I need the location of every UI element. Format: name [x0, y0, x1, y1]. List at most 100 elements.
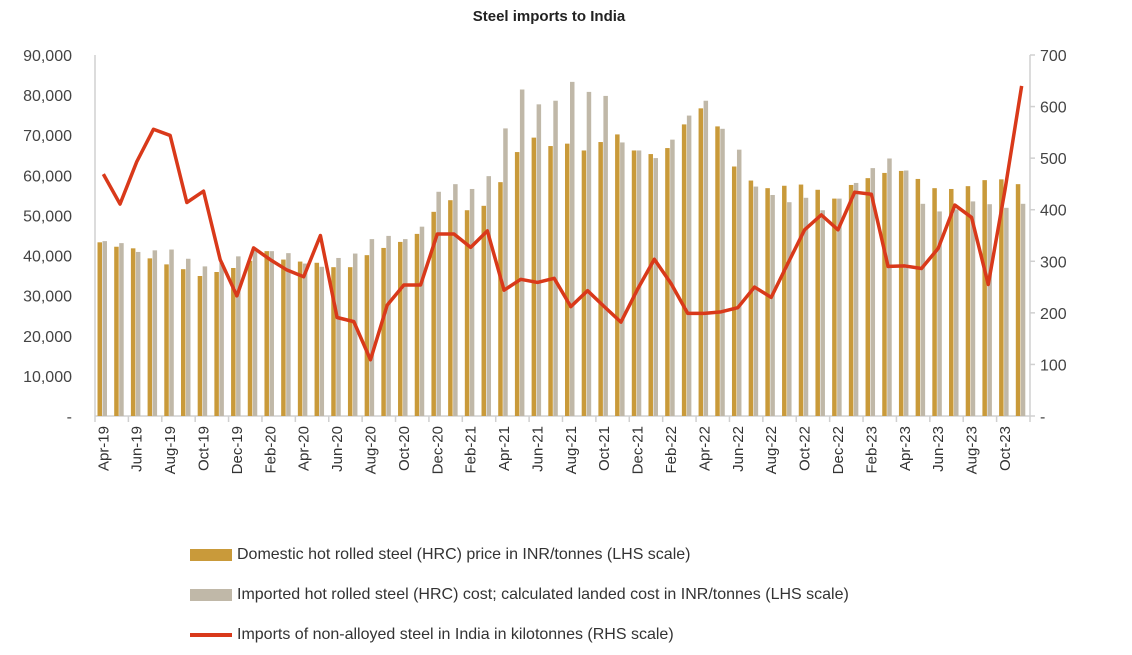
bar-domestic	[365, 255, 370, 416]
bar-domestic	[899, 171, 904, 416]
bar-domestic	[148, 258, 153, 416]
x-tick-label: Aug-21	[563, 426, 580, 474]
bar-imported	[854, 183, 859, 416]
legend-item-imports-line: Imports of non-alloyed steel in India in…	[190, 615, 849, 655]
bar-domestic	[315, 263, 320, 416]
bar-imported	[520, 89, 525, 416]
right-tick-label: 300	[1040, 254, 1067, 271]
bar-imported	[436, 192, 441, 416]
x-tick-label: Feb-22	[663, 426, 680, 474]
bar-domestic	[715, 126, 720, 416]
bar-domestic	[164, 264, 169, 416]
bar-domestic	[214, 272, 219, 416]
bar-imported	[787, 202, 792, 416]
bar-imported	[336, 258, 341, 416]
x-tick-label: Jun-23	[930, 426, 947, 472]
bar-imported	[236, 256, 241, 416]
bar-domestic	[131, 248, 136, 416]
x-tick-label: Jun-20	[329, 426, 346, 472]
bar-domestic	[866, 178, 871, 416]
x-tick-label: Oct-23	[997, 426, 1014, 471]
legend-label-imports-line: Imports of non-alloyed steel in India in…	[237, 626, 674, 644]
bar-imported	[1004, 208, 1009, 416]
bar-domestic	[648, 154, 653, 416]
bar-imported	[921, 204, 926, 416]
bar-domestic	[782, 186, 787, 416]
bar-imported	[653, 158, 658, 416]
bar-domestic	[281, 260, 286, 416]
bar-domestic	[398, 242, 403, 416]
bar-imported	[136, 252, 141, 416]
bar-imported	[1021, 204, 1026, 416]
bar-imported	[670, 140, 675, 416]
bars	[98, 82, 1026, 416]
x-tick-label: Apr-19	[95, 426, 112, 471]
bar-imported	[487, 176, 492, 416]
right-tick-label: 100	[1040, 357, 1067, 374]
bar-domestic	[799, 185, 804, 416]
bar-imported	[453, 184, 458, 416]
bar-domestic	[598, 142, 603, 416]
bar-domestic	[699, 108, 704, 416]
legend-swatch-imports-line	[190, 633, 232, 637]
x-tick-label: Dec-20	[429, 426, 446, 474]
x-tick-label: Aug-22	[763, 426, 780, 474]
bar-imported	[420, 227, 425, 416]
bar-domestic	[966, 186, 971, 416]
bar-imported	[269, 251, 274, 416]
bar-imported	[353, 254, 358, 416]
bar-domestic	[916, 179, 921, 416]
bar-domestic	[982, 180, 987, 416]
x-tick-label: Jun-21	[529, 426, 546, 472]
legend-label-imported: Imported hot rolled steel (HRC) cost; ca…	[237, 586, 849, 604]
bar-domestic	[749, 181, 754, 416]
left-tick-label: 70,000	[23, 128, 72, 145]
bar-imported	[887, 158, 892, 416]
bar-domestic	[882, 173, 887, 416]
chart: Steel imports to India -10,00020,00030,0…	[0, 0, 1132, 530]
x-tick-label: Oct-19	[196, 426, 213, 471]
right-tick-label: 400	[1040, 203, 1067, 220]
bar-imported	[904, 171, 909, 416]
bar-domestic	[565, 144, 570, 416]
bar-domestic	[532, 138, 537, 416]
left-tick-label: 10,000	[23, 369, 72, 386]
bar-domestic	[415, 234, 420, 416]
chart-title: Steel imports to India	[473, 8, 626, 25]
right-tick-label: 700	[1040, 48, 1067, 65]
bar-domestic	[932, 188, 937, 416]
bar-imported	[754, 187, 759, 416]
bar-imported	[687, 116, 692, 416]
axes: -10,00020,00030,00040,00050,00060,00070,…	[23, 48, 1067, 474]
x-tick-label: Feb-20	[262, 426, 279, 474]
left-tick-label: -	[67, 409, 72, 426]
bar-imported	[320, 267, 325, 416]
bar-domestic	[381, 248, 386, 416]
bar-domestic	[815, 190, 820, 416]
right-tick-label: 200	[1040, 306, 1067, 323]
bar-domestic	[348, 267, 353, 416]
legend-swatch-domestic	[190, 549, 232, 561]
x-tick-label: Apr-22	[696, 426, 713, 471]
left-tick-label: 20,000	[23, 329, 72, 346]
right-tick-label: 500	[1040, 151, 1067, 168]
bar-imported	[119, 243, 124, 416]
x-tick-label: Aug-20	[362, 426, 379, 474]
bar-domestic	[1016, 184, 1021, 416]
x-tick-label: Dec-19	[229, 426, 246, 474]
bar-domestic	[264, 251, 269, 416]
x-tick-label: Oct-20	[396, 426, 413, 471]
x-tick-label: Apr-23	[897, 426, 914, 471]
bar-imported	[403, 239, 408, 416]
x-tick-label: Oct-22	[797, 426, 814, 471]
bar-domestic	[181, 269, 186, 416]
bar-domestic	[582, 150, 587, 416]
x-tick-label: Aug-23	[964, 426, 981, 474]
bar-imported	[370, 239, 375, 416]
bar-imported	[987, 204, 992, 416]
x-tick-label: Dec-22	[830, 426, 847, 474]
x-tick-label: Feb-21	[463, 426, 480, 474]
bar-imported	[303, 264, 308, 416]
bar-imported	[553, 101, 558, 416]
x-tick-label: Jun-19	[129, 426, 146, 472]
